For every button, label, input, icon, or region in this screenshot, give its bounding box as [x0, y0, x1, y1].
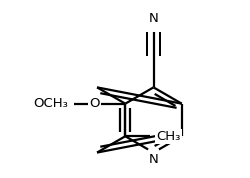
Text: O: O: [89, 97, 100, 110]
Text: N: N: [149, 153, 158, 166]
Text: O: O: [89, 97, 100, 110]
Text: N: N: [149, 12, 158, 25]
Text: OCH₃: OCH₃: [34, 97, 68, 110]
Text: N: N: [149, 153, 158, 166]
Text: N: N: [149, 12, 158, 25]
Text: CH₃: CH₃: [156, 130, 181, 143]
Text: CH₃: CH₃: [156, 130, 181, 143]
Text: OCH₃: OCH₃: [34, 97, 68, 110]
